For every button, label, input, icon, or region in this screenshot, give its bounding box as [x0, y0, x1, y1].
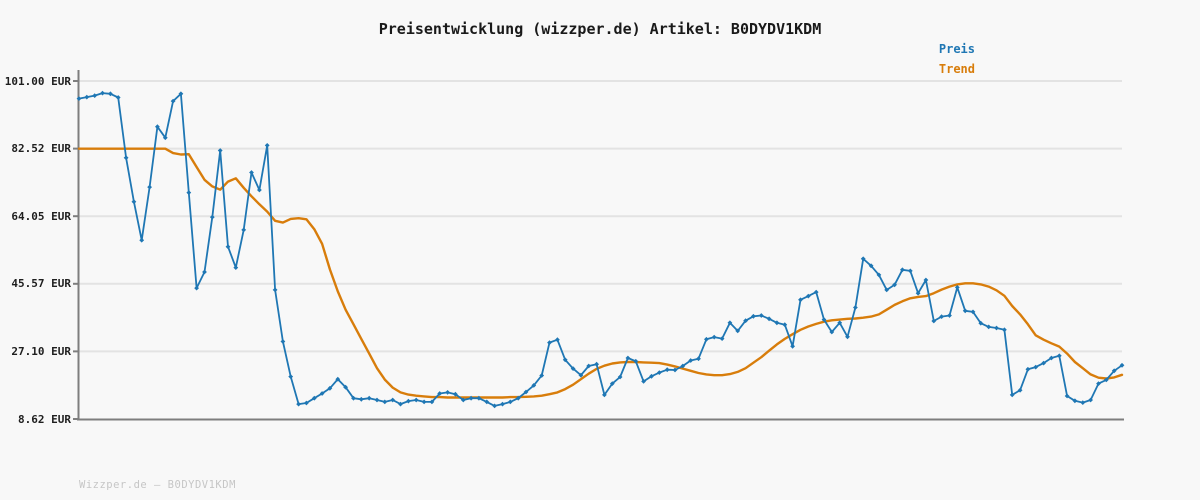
page-title: Preisentwicklung (wizzper.de) Artikel: B… [378, 20, 822, 38]
y-axis-label: 8.62 EUR [18, 412, 71, 426]
footer-watermark: Wizzper.de – B0DYDV1KDM [79, 479, 236, 491]
price-line [78, 92, 1123, 407]
trend-line [77, 147, 1124, 399]
legend-item-trend: Trend [938, 62, 975, 76]
y-axis-label: 101.00 EUR [4, 74, 71, 88]
price-markers [76, 90, 1125, 409]
y-axis-label: 64.05 EUR [11, 209, 71, 223]
legend-item-preis: Preis [938, 42, 975, 56]
y-axis-label: 82.52 EUR [11, 142, 71, 156]
y-axis-label: 27.10 EUR [11, 344, 71, 358]
y-axis-label: 45.57 EUR [11, 277, 71, 291]
legend: Preis Trend [939, 39, 975, 79]
